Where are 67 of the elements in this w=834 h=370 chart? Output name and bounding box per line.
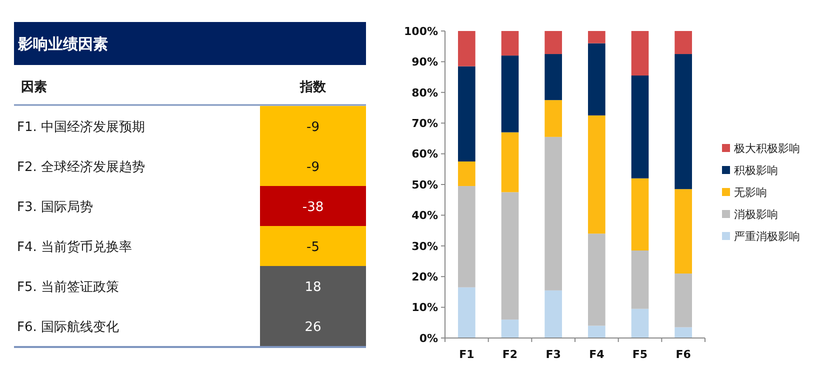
y-tick-label: F4. 当前货币兑换率 xyxy=(17,239,132,255)
x-tick-label: 指数 xyxy=(299,80,327,95)
bar xyxy=(631,76,649,178)
bar xyxy=(631,31,649,76)
bar xyxy=(458,66,476,162)
legend-label: 消极影响 xyxy=(734,208,778,221)
bar xyxy=(458,287,476,338)
data-label: 26 xyxy=(304,320,322,335)
bar xyxy=(631,250,649,309)
data-label: 18 xyxy=(304,280,322,295)
bar xyxy=(501,31,519,56)
y-tick-label: 80% xyxy=(412,86,438,100)
chart-title: 影响业绩因素 xyxy=(17,35,108,53)
x-tick-label: F1 xyxy=(459,348,474,361)
data-label: -9 xyxy=(306,160,320,175)
bar xyxy=(674,54,692,190)
data-label: -9 xyxy=(306,120,320,135)
x-tick-label: F4 xyxy=(589,348,605,361)
legend-label: 极大积极影响 xyxy=(733,142,800,155)
y-tick-label: 10% xyxy=(412,301,438,314)
bar xyxy=(631,308,649,338)
bar xyxy=(674,274,692,328)
y-tick-label: F3. 国际局势 xyxy=(17,200,94,215)
y-tick-label: 70% xyxy=(412,116,438,130)
bar xyxy=(674,189,692,274)
y-tick-label: F6. 国际航线变化 xyxy=(17,320,120,335)
legend-label: 积极影响 xyxy=(734,164,778,177)
bar xyxy=(501,320,519,338)
legend-label: 无影响 xyxy=(734,186,767,199)
bar xyxy=(631,178,649,251)
x-tick-label: F3 xyxy=(546,348,561,361)
bar xyxy=(544,31,562,54)
bar xyxy=(544,136,562,290)
y-tick-label: 0% xyxy=(419,332,438,345)
y-tick-label: F5. 当前签证政策 xyxy=(17,280,120,295)
bar xyxy=(458,186,476,288)
y-tick-label: F1. 中国经济发展预期 xyxy=(17,120,146,135)
bar xyxy=(544,290,562,338)
bar xyxy=(588,326,606,338)
bar xyxy=(588,43,606,116)
bar xyxy=(458,161,476,186)
y-tick-label: 90% xyxy=(412,56,438,69)
bar xyxy=(501,132,519,192)
data-label: -5 xyxy=(306,240,320,255)
x-tick-label: F5 xyxy=(632,348,648,361)
bar xyxy=(544,54,562,100)
legend-label: 严重消极影响 xyxy=(734,230,800,243)
bar xyxy=(674,31,692,54)
y-tick-label: 40% xyxy=(412,209,438,222)
bar xyxy=(588,234,606,326)
y-tick-label: 20% xyxy=(412,270,438,284)
y-tick-label: F2. 全球经济发展趋势 xyxy=(17,160,146,175)
bar xyxy=(544,100,562,137)
data-label: -38 xyxy=(302,200,324,215)
y-tick-label: 30% xyxy=(412,240,438,253)
x-tick-label: F2 xyxy=(502,348,518,361)
bar xyxy=(501,56,519,132)
bar xyxy=(458,31,476,66)
y-tick-label: 100% xyxy=(404,24,438,38)
x-tick-label: F6 xyxy=(676,348,692,361)
y-tick-label: 60% xyxy=(412,148,438,161)
y-axis-title: 因素 xyxy=(21,79,47,95)
bar xyxy=(501,192,519,320)
bar xyxy=(674,327,692,338)
bar xyxy=(588,31,606,44)
bar xyxy=(588,115,606,234)
y-tick-label: 50% xyxy=(412,178,438,192)
